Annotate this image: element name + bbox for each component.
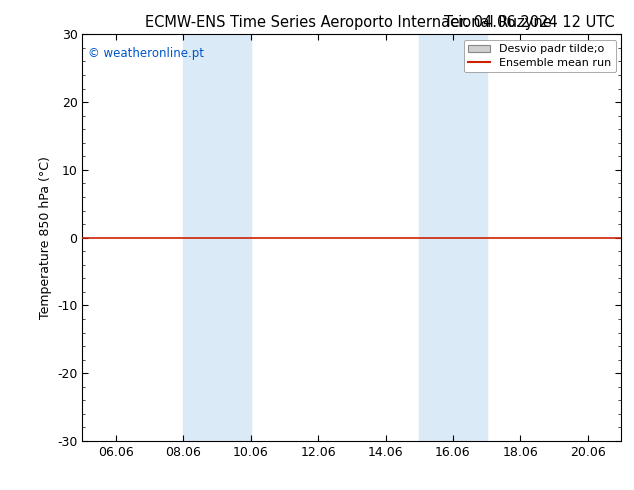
Legend: Desvio padr tilde;o, Ensemble mean run: Desvio padr tilde;o, Ensemble mean run — [463, 40, 616, 72]
Text: ECMW-ENS Time Series Aeroporto Internacional Ruzyne: ECMW-ENS Time Series Aeroporto Internaci… — [145, 15, 552, 30]
Text: © weatheronline.pt: © weatheronline.pt — [87, 47, 204, 59]
Y-axis label: Temperature 850 hPa (°C): Temperature 850 hPa (°C) — [39, 156, 51, 319]
Bar — [183, 34, 251, 441]
Bar — [419, 34, 487, 441]
Text: Ter. 04.06.2024 12 UTC: Ter. 04.06.2024 12 UTC — [444, 15, 615, 30]
